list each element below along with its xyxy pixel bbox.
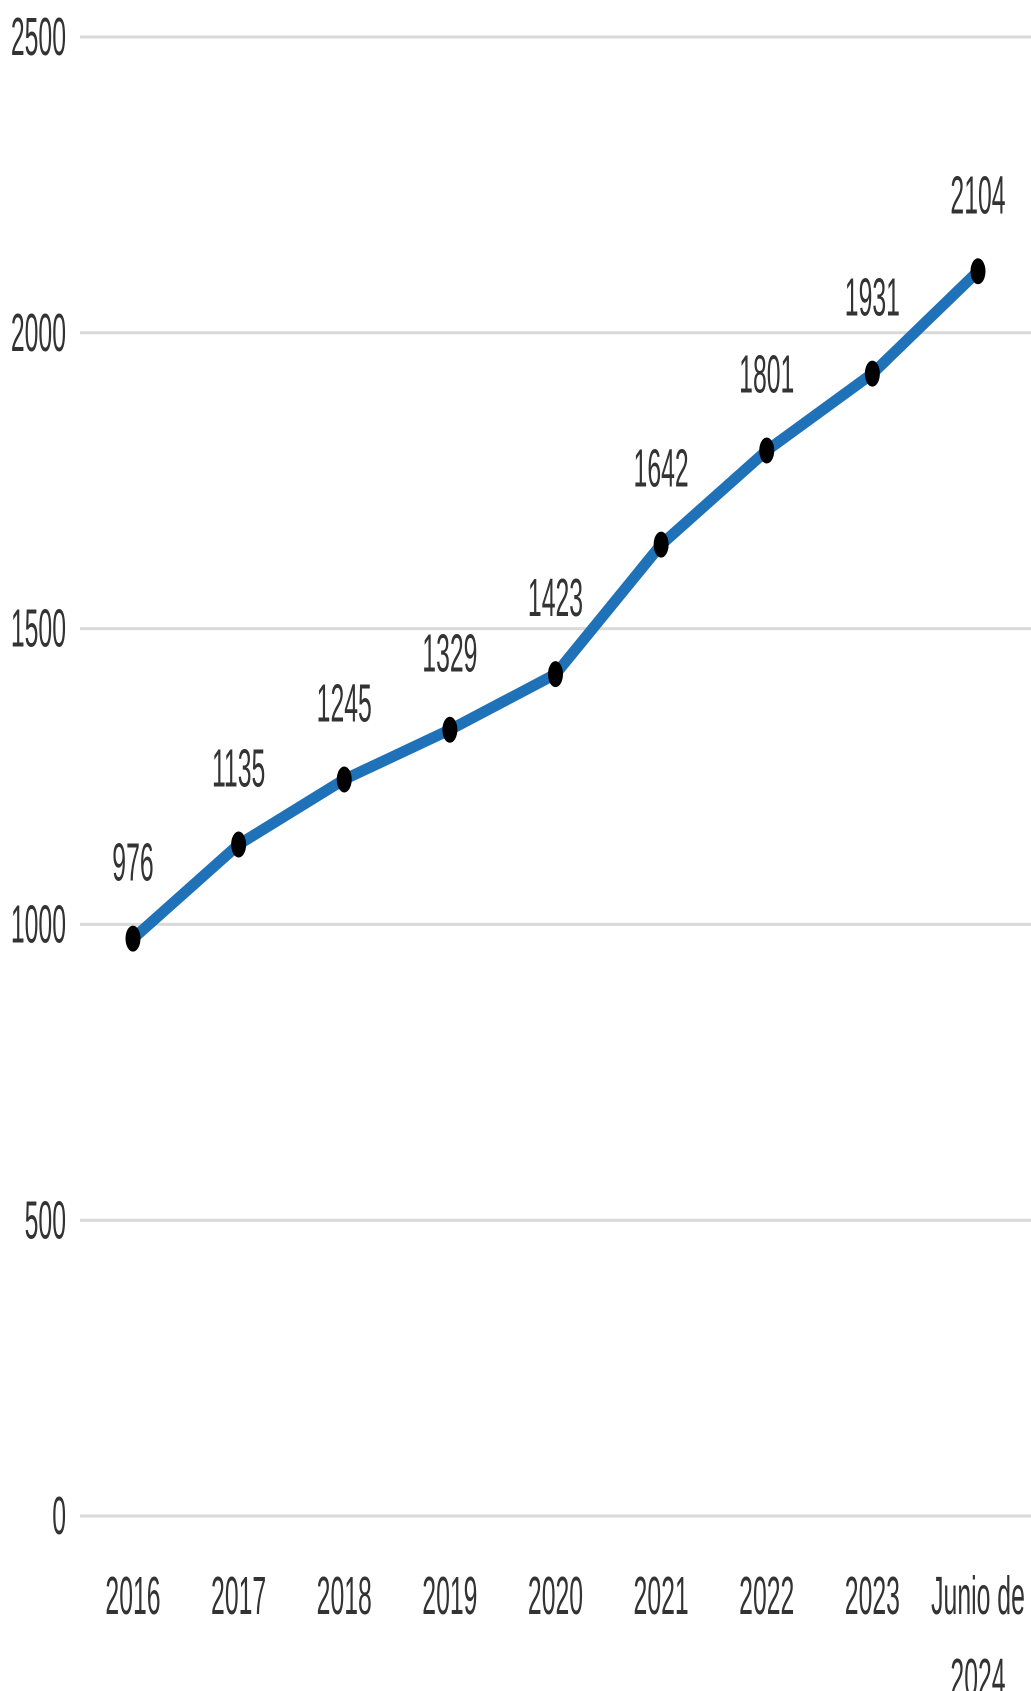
y-axis: 0 500 1000 1500 2000 2500	[11, 6, 66, 1545]
data-point	[970, 258, 986, 285]
y-tick-label: 2500	[11, 6, 66, 66]
data-label: 1931	[845, 267, 900, 327]
x-tick-label: 2018	[317, 1565, 372, 1625]
data-point	[864, 360, 880, 387]
data-label: 2104	[950, 164, 1005, 224]
x-tick-label: 2020	[528, 1565, 583, 1625]
data-labels: 976 1135 1245 1329 1423 1642 1801 1931 2104	[112, 164, 1005, 892]
x-axis: 2016 2017 2018 2019 2020 2021 2022 2023 Junio de…	[105, 1565, 1024, 1691]
data-point	[548, 661, 563, 688]
y-tick-label: 2000	[11, 302, 66, 362]
data-label: 976	[112, 832, 153, 892]
x-tick-label: 2019	[422, 1565, 477, 1625]
data-point	[442, 716, 458, 743]
data-label: 1423	[528, 567, 583, 627]
data-point	[125, 925, 141, 952]
gridlines	[80, 35, 1031, 1518]
y-tick-label: 0	[52, 1485, 66, 1545]
x-tick-label: Junio de	[931, 1565, 1025, 1625]
y-tick-label: 1000	[11, 894, 66, 954]
data-point	[231, 831, 247, 858]
data-label: 1135	[212, 738, 265, 798]
y-tick-label: 1500	[11, 598, 66, 658]
data-point	[336, 766, 352, 793]
data-label: 1245	[317, 673, 372, 733]
x-tick-label: 2023	[845, 1565, 900, 1625]
x-tick-label: 2022	[739, 1565, 794, 1625]
data-label: 1801	[739, 344, 794, 404]
x-tick-label: 2024	[950, 1647, 1005, 1691]
x-tick-label: 2017	[211, 1565, 266, 1625]
data-points	[125, 258, 986, 952]
data-point	[653, 531, 669, 558]
x-tick-label: 2021	[634, 1565, 689, 1625]
y-tick-label: 500	[25, 1189, 66, 1249]
x-tick-label: 2016	[105, 1565, 160, 1625]
data-label: 1329	[422, 623, 477, 683]
data-point	[759, 437, 775, 464]
data-label: 1642	[634, 438, 689, 498]
